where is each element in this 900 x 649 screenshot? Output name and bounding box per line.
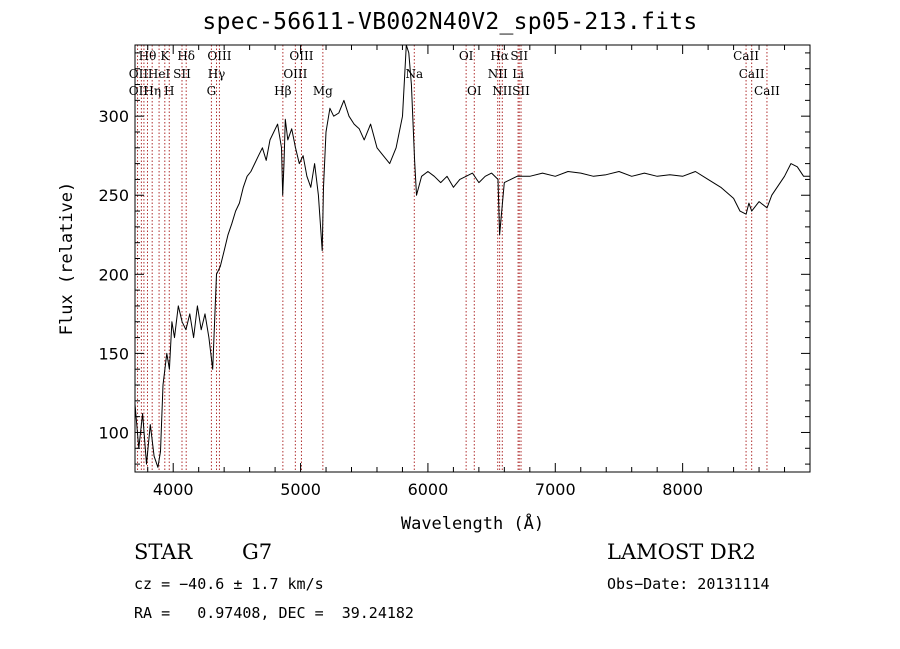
obs-date-text: Obs−Date: 20131114	[607, 575, 770, 593]
axis-ticks	[135, 45, 810, 472]
line-label: Hδ	[177, 49, 195, 63]
line-label: OII	[129, 84, 149, 98]
line-label: Na	[405, 67, 423, 81]
redshift-text: cz = −40.6 ± 1.7 km/s	[134, 575, 324, 593]
line-label: OI	[467, 84, 482, 98]
x-tick-label: 7000	[535, 480, 576, 499]
line-label: HeI	[148, 67, 171, 81]
line-label: SII	[173, 67, 191, 81]
y-tick-label: 250	[98, 186, 129, 205]
y-tick-label: 100	[98, 423, 129, 442]
line-label: Hγ	[208, 67, 226, 81]
line-label: OIII	[289, 49, 313, 63]
line-label: Li	[512, 67, 524, 81]
chart-title: spec-56611-VB002N40V2_sp05-213.fits	[202, 9, 698, 35]
line-label: H	[164, 84, 174, 98]
line-label: Hη	[143, 84, 161, 98]
line-label: G	[207, 84, 217, 98]
line-label: CaII	[754, 84, 780, 98]
axis-tick-labels: 4000 5000 6000 7000 8000 100 150 200 250 300	[98, 107, 703, 499]
object-class: STAR	[134, 540, 193, 564]
line-label: NII	[492, 84, 512, 98]
line-label: OI	[459, 49, 474, 63]
line-label: CaII	[739, 67, 765, 81]
y-tick-label: 150	[98, 344, 129, 363]
x-tick-label: 6000	[408, 480, 449, 499]
y-axis-label: Flux (relative)	[57, 182, 77, 336]
line-label: OIII	[283, 67, 307, 81]
x-tick-label: 4000	[153, 480, 194, 499]
spectrum-line	[134, 44, 810, 468]
x-tick-label: 8000	[662, 480, 703, 499]
line-label: SII	[510, 49, 528, 63]
line-label: SII	[512, 84, 530, 98]
line-label: Hα	[490, 49, 509, 63]
line-label: OII	[129, 67, 149, 81]
coordinates-text: RA = 0.97408, DEC = 39.24182	[134, 604, 414, 622]
line-label: Mg	[313, 84, 333, 98]
object-subclass: G7	[242, 540, 273, 564]
y-tick-label: 300	[98, 107, 129, 126]
spectral-line-markers	[137, 45, 768, 472]
x-axis-label: Wavelength (Å)	[401, 512, 544, 534]
spectrum-plot	[134, 44, 810, 468]
line-label: K	[160, 49, 170, 63]
x-tick-label: 5000	[280, 480, 321, 499]
line-label: CaII	[733, 49, 759, 63]
line-label: Hθ	[139, 49, 157, 63]
line-label: OIII	[207, 49, 231, 63]
line-label: NII	[488, 67, 508, 81]
survey-name: LAMOST DR2	[607, 540, 756, 564]
y-tick-label: 200	[98, 265, 129, 284]
line-label: Hβ	[274, 84, 291, 98]
plot-frame	[134, 44, 811, 473]
